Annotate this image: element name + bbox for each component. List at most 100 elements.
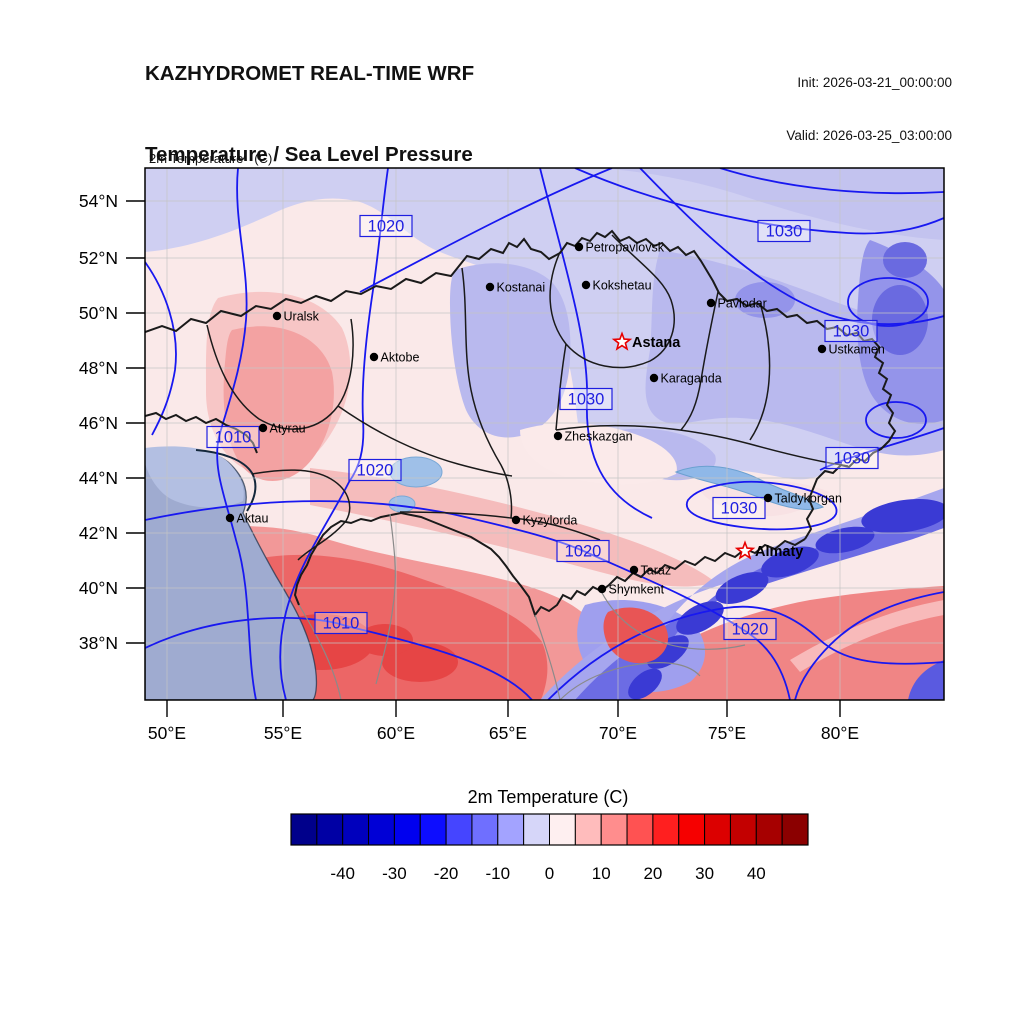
colorbar-cell xyxy=(704,813,731,846)
city-dot xyxy=(553,431,563,441)
capital-star-icon xyxy=(734,540,756,560)
city-dot xyxy=(629,565,639,575)
colorbar-cell xyxy=(626,813,654,846)
pressure-label-box xyxy=(359,214,413,238)
init-time: Init: 2026-03-21_00:00:00 xyxy=(797,75,952,90)
city-label: Shymkent xyxy=(609,583,665,597)
colorbar-tick-label: 10 xyxy=(592,864,611,883)
city-label: Taldykorgan xyxy=(775,492,842,506)
city-dot xyxy=(581,280,591,290)
oblast-borders xyxy=(206,234,849,561)
map-frame xyxy=(144,167,945,701)
colorbar-title: 2m Temperature (C) xyxy=(468,787,629,807)
graticule xyxy=(145,168,944,700)
colorbar-cell xyxy=(574,813,602,846)
pressure-label-box xyxy=(723,617,777,641)
pressure-label-box xyxy=(824,319,878,343)
colorbar-cell xyxy=(471,813,499,846)
colorbar-cell xyxy=(342,813,370,846)
pressure-label-box xyxy=(556,539,610,563)
pressure-label: 1030 xyxy=(834,450,871,468)
pressure-label-box xyxy=(314,611,368,635)
pressure-label: 1010 xyxy=(215,429,252,447)
pressure-label: 1030 xyxy=(833,323,870,341)
pressure-label: 1030 xyxy=(568,391,605,409)
city-dot xyxy=(574,242,584,252)
lon-tick-label: 50°E xyxy=(148,723,186,743)
field-label-temperature: 2m Temperature (C) xyxy=(149,151,273,166)
city-dot xyxy=(485,282,495,292)
city-markers: Petropavlovsk Kostanai Kokshetau Pavlodar Ur… xyxy=(225,241,885,597)
colorbar-cell xyxy=(523,813,551,846)
lon-tick-label: 80°E xyxy=(821,723,859,743)
city-label: Zheskazgan xyxy=(565,430,633,444)
valid-time: Valid: 2026-03-25_03:00:00 xyxy=(786,127,952,143)
colorbar-tick-label: 30 xyxy=(695,864,714,883)
city-label: Kyzylorda xyxy=(523,514,578,528)
city-label: Uralsk xyxy=(284,310,320,324)
colorbar-frame xyxy=(290,813,809,846)
city-dot xyxy=(272,311,282,321)
city-dot xyxy=(258,423,268,433)
city-label: Pavlodar xyxy=(718,297,767,311)
colorbar: -40 -30 -20 -10 0 10 20 30 40 xyxy=(290,813,809,883)
pressure-contours xyxy=(145,168,944,700)
lat-tick-label: 54°N xyxy=(79,191,118,211)
city-dot xyxy=(597,584,607,594)
colorbar-tick-label: -40 xyxy=(330,864,355,883)
city-label: Taraz xyxy=(641,564,672,578)
colorbar-cell xyxy=(316,813,344,846)
colorbar-cell xyxy=(781,813,809,846)
colorbar-cell xyxy=(393,813,421,846)
city-dot xyxy=(763,493,773,503)
colorbar-tick-label: 20 xyxy=(643,864,662,883)
product-title-line2: Temperature / Sea Level Pressure xyxy=(145,143,473,166)
city-label: Karaganda xyxy=(661,372,722,386)
colorbar-cell xyxy=(755,813,783,846)
capital-label: Almaty xyxy=(755,544,803,560)
pressure-label: 1020 xyxy=(732,621,769,639)
colorbar-cell xyxy=(419,813,447,846)
pressure-label-box xyxy=(206,425,260,449)
colorbar-tick-label: -30 xyxy=(382,864,407,883)
lat-tick-label: 42°N xyxy=(79,523,118,543)
lat-tick-label: 44°N xyxy=(79,468,118,488)
pressure-label: 1020 xyxy=(368,218,405,236)
city-label: Ustkamen xyxy=(829,343,885,357)
city-label: Aktau xyxy=(237,512,269,526)
lon-tick-label: 55°E xyxy=(264,723,302,743)
lat-tick-label: 46°N xyxy=(79,413,118,433)
city-label: Kostanai xyxy=(497,281,546,295)
city-dot xyxy=(511,515,521,525)
colorbar-tick-label: -20 xyxy=(434,864,459,883)
city-dot xyxy=(649,373,659,383)
pressure-label: 1020 xyxy=(565,543,602,561)
pressure-label: 1020 xyxy=(357,462,394,480)
colorbar-cell xyxy=(678,813,706,846)
foreign-borders xyxy=(298,513,746,700)
lat-tick-label: 40°N xyxy=(79,578,118,598)
temperature-shading xyxy=(145,168,944,700)
lat-tick-label: 50°N xyxy=(79,303,118,323)
city-dot xyxy=(817,344,827,354)
colorbar-tick-label: 40 xyxy=(747,864,766,883)
lon-tick-label: 75°E xyxy=(708,723,746,743)
pressure-labels: 1020 1030 1030 1010 1020 1030 1030 1030 1020 1020… xyxy=(206,214,879,641)
colorbar-cell xyxy=(497,813,525,846)
capital-star-icon xyxy=(611,331,633,351)
product-title-line1: KAZHYDROMET REAL-TIME WRF xyxy=(145,62,475,85)
lat-tick-label: 48°N xyxy=(79,358,118,378)
product-title: KAZHYDROMET REAL-TIME WRF Temperature / … xyxy=(145,6,474,195)
lon-tick-label: 65°E xyxy=(489,723,527,743)
pressure-label-box xyxy=(825,446,879,470)
lon-tick-label: 70°E xyxy=(599,723,637,743)
lon-tick-label: 60°E xyxy=(377,723,415,743)
pressure-label-box xyxy=(757,219,811,243)
city-label: Aktobe xyxy=(381,351,420,365)
map-axes: 54°N 52°N 50°N 48°N 46°N 44°N 42°N 40°N 38°N 50°E… xyxy=(79,191,859,743)
city-dot xyxy=(369,352,379,362)
colorbar-cell xyxy=(290,813,318,846)
colorbar-cell xyxy=(729,813,757,846)
colorbar-cell xyxy=(368,813,395,846)
